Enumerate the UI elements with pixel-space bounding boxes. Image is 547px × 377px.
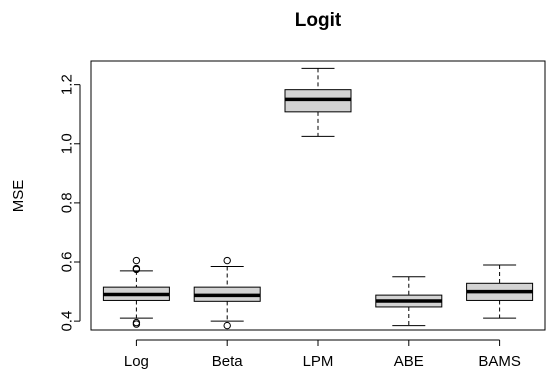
outlier-point <box>132 318 141 327</box>
box-bams <box>466 264 534 319</box>
x-axis: Log Beta LPM ABE BAMS <box>124 339 521 370</box>
outlier-point <box>132 264 141 273</box>
x-tick-label: Beta <box>212 353 244 370</box>
box-series <box>102 67 534 330</box>
y-tick-label: 0.6 <box>58 252 75 273</box>
y-tick-label: 0.4 <box>58 311 75 332</box>
x-tick-label: BAMS <box>478 353 521 370</box>
outlier-point <box>223 256 231 265</box>
outlier-point <box>132 256 141 265</box>
chart-title: Logit <box>295 10 342 31</box>
outlier-point <box>132 320 141 328</box>
box-lpm <box>284 67 352 137</box>
y-tick-label: 1.0 <box>58 133 75 154</box>
y-tick-label: 0.8 <box>58 192 75 213</box>
x-tick-label: LPM <box>303 353 334 370</box>
box-beta <box>193 256 261 330</box>
y-axis: 0.4 0.6 0.8 1.0 1.2 <box>58 74 81 332</box>
box-log <box>102 256 170 328</box>
y-axis-label: MSE <box>10 180 27 213</box>
x-tick-label: ABE <box>394 353 424 370</box>
plot-frame <box>90 60 546 331</box>
box-abe <box>375 276 443 327</box>
y-tick-label: 1.2 <box>58 74 75 95</box>
outlier-point <box>223 321 231 330</box>
x-tick-label: Log <box>124 353 149 370</box>
